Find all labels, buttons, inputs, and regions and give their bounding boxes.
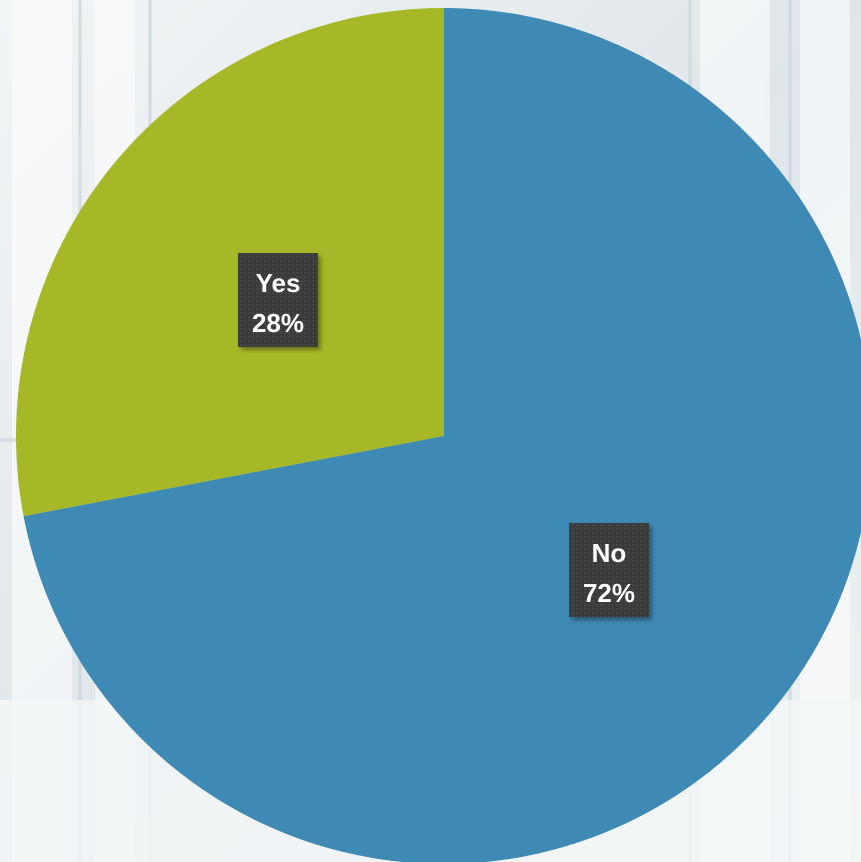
data-label-category: No bbox=[592, 538, 627, 568]
data-label-yes: Yes 28% bbox=[238, 253, 318, 347]
pie-slice-no bbox=[23, 8, 861, 862]
data-label-box bbox=[238, 253, 318, 347]
data-label-value: 72% bbox=[583, 578, 635, 608]
pie-slice-yes bbox=[15, 8, 444, 517]
data-label-value: 28% bbox=[252, 308, 304, 338]
data-label-box bbox=[569, 523, 649, 617]
pie-data-labels: Yes 28% No 72% bbox=[238, 253, 649, 617]
data-label-no: No 72% bbox=[569, 523, 649, 617]
data-label-category: Yes bbox=[256, 268, 301, 298]
pie-slices bbox=[15, 8, 861, 862]
